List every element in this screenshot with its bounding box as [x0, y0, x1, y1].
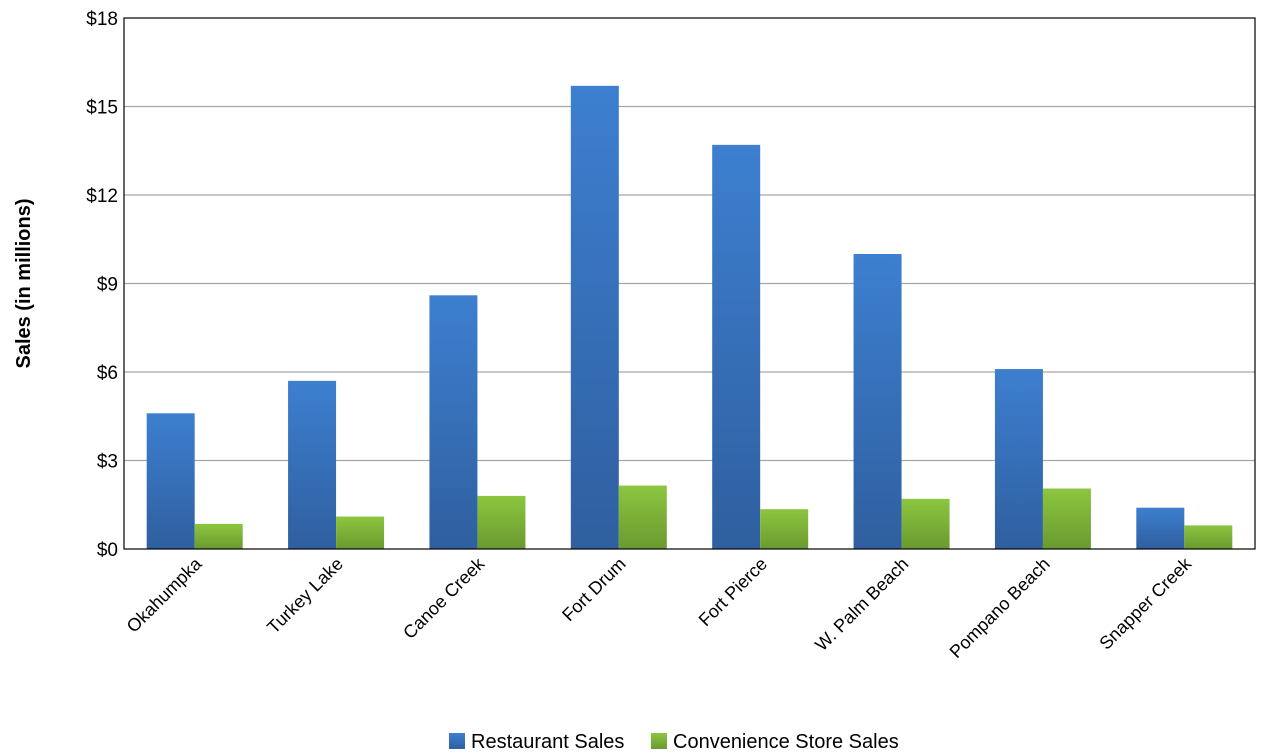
- x-tick-label: Canoe Creek: [399, 553, 489, 643]
- x-tick-label: Pompano Beach: [946, 554, 1054, 662]
- bar-restaurant-sales: [570, 85, 619, 549]
- x-tick-label: W. Palm Beach: [811, 554, 912, 655]
- bar-convenience-store-sales: [760, 509, 809, 549]
- x-tick-label: Turkey Lake: [263, 554, 347, 638]
- legend-swatch-restaurant: [449, 733, 465, 749]
- bars: [146, 85, 1233, 549]
- bar-restaurant-sales: [1136, 507, 1185, 549]
- bar-restaurant-sales: [712, 144, 761, 549]
- bar-convenience-store-sales: [1184, 525, 1233, 549]
- y-tick-label: $0: [97, 540, 118, 561]
- x-axis-category-labels: Okahumpka Turkey Lake Canoe Creek Fort Drum…: [123, 553, 1196, 662]
- legend-swatch-convenience: [651, 733, 667, 749]
- y-axis-title: Sales (in millions): [13, 198, 35, 368]
- bar-convenience-store-sales: [194, 523, 243, 549]
- bar-restaurant-sales: [429, 295, 478, 549]
- bar-convenience-store-sales: [618, 485, 667, 549]
- bar-convenience-store-sales: [901, 498, 950, 549]
- legend-label: Convenience Store Sales: [673, 731, 899, 753]
- y-tick-label: $6: [97, 363, 118, 384]
- y-tick-label: $18: [86, 9, 118, 30]
- x-tick-label: Fort Pierce: [695, 554, 771, 630]
- y-tick-label: $12: [86, 186, 118, 207]
- bar-convenience-store-sales: [336, 516, 385, 549]
- bar-restaurant-sales: [994, 369, 1043, 549]
- legend-label: Restaurant Sales: [471, 731, 624, 753]
- bar-convenience-store-sales: [477, 495, 526, 549]
- y-tick-label: $3: [97, 452, 118, 473]
- bar-restaurant-sales: [146, 413, 195, 549]
- bar-restaurant-sales: [288, 380, 337, 549]
- x-tick-label: Fort Drum: [558, 554, 629, 625]
- bar-convenience-store-sales: [1042, 488, 1091, 549]
- bar-restaurant-sales: [853, 254, 902, 549]
- x-tick-label: Okahumpka: [123, 553, 206, 636]
- y-axis-ticks: $0 $3 $6 $9 $12 $15 $18: [86, 9, 118, 561]
- gridlines: [124, 105, 1255, 462]
- plot-area-border: [123, 17, 1256, 550]
- y-tick-label: $9: [97, 275, 118, 296]
- x-tick-label: Snapper Creek: [1095, 553, 1195, 653]
- y-tick-label: $15: [86, 98, 118, 119]
- legend: Restaurant Sales Convenience Store Sales: [449, 731, 899, 753]
